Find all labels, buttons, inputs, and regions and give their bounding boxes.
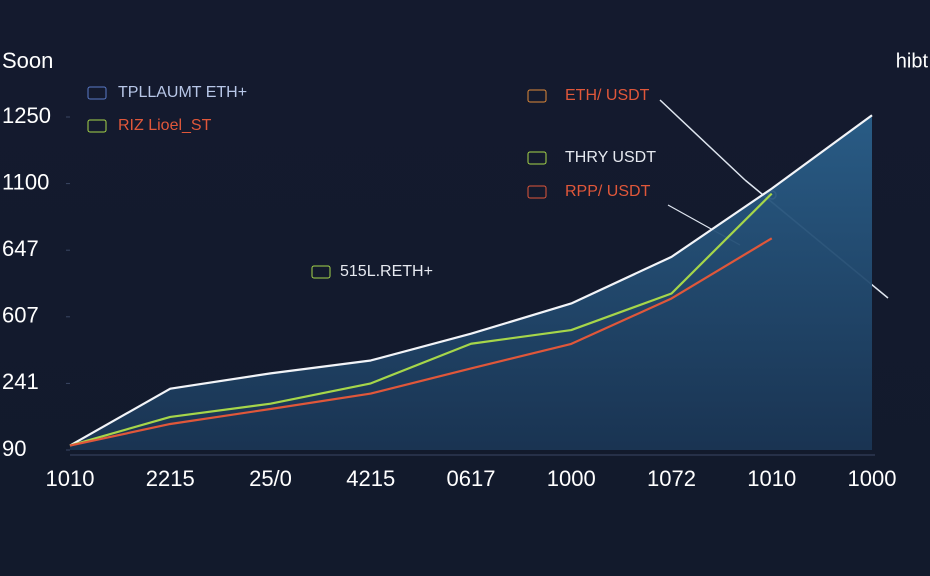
legend-label: ETH/ USDT: [565, 87, 650, 104]
legend-icon: [527, 185, 547, 199]
chart-subtitle: hibt: [896, 50, 929, 72]
x-tick-label: 1000: [547, 466, 596, 491]
legend-icon: [527, 89, 547, 103]
x-tick-label: 1010: [46, 466, 95, 491]
legend-icon: [311, 265, 331, 279]
x-tick-label: 1000: [848, 466, 897, 491]
y-tick-label: 241: [2, 369, 39, 394]
pointer: [659, 99, 746, 181]
x-tick-label: 1072: [647, 466, 696, 491]
annotation: TPLLAUMT ETH+: [118, 84, 247, 101]
legend-icon: [87, 119, 107, 133]
y-tick-label: 647: [2, 236, 39, 261]
x-tick-label: 25/0: [249, 466, 292, 491]
x-tick-label: 2215: [146, 466, 195, 491]
y-tick-label: 1100: [2, 169, 49, 194]
area: [70, 115, 872, 450]
legend-label: THRY USDT: [565, 149, 656, 166]
y-tick-label: 90: [2, 436, 26, 461]
chart-title: Soon: [2, 48, 53, 73]
legend-icon: [527, 151, 547, 165]
series-line: [69, 192, 773, 447]
y-tick-label: 1250: [2, 103, 51, 128]
legend-icon: [87, 86, 107, 100]
legend-label: RPP/ USDT: [565, 183, 651, 200]
series-line: [69, 114, 873, 447]
x-tick-label: 1010: [747, 466, 796, 491]
legend: TPLLAUMT ETH+ RIZ Lioel_ST 515L.RETH+: [87, 84, 433, 280]
annotation: 515L.RETH+: [340, 263, 433, 280]
x-tick-label: 0617: [447, 466, 496, 491]
annotation: RIZ Lioel_ST: [118, 117, 212, 134]
y-tick-label: 607: [2, 303, 39, 328]
series-line: [69, 237, 773, 447]
x-tick-label: 4215: [346, 466, 395, 491]
